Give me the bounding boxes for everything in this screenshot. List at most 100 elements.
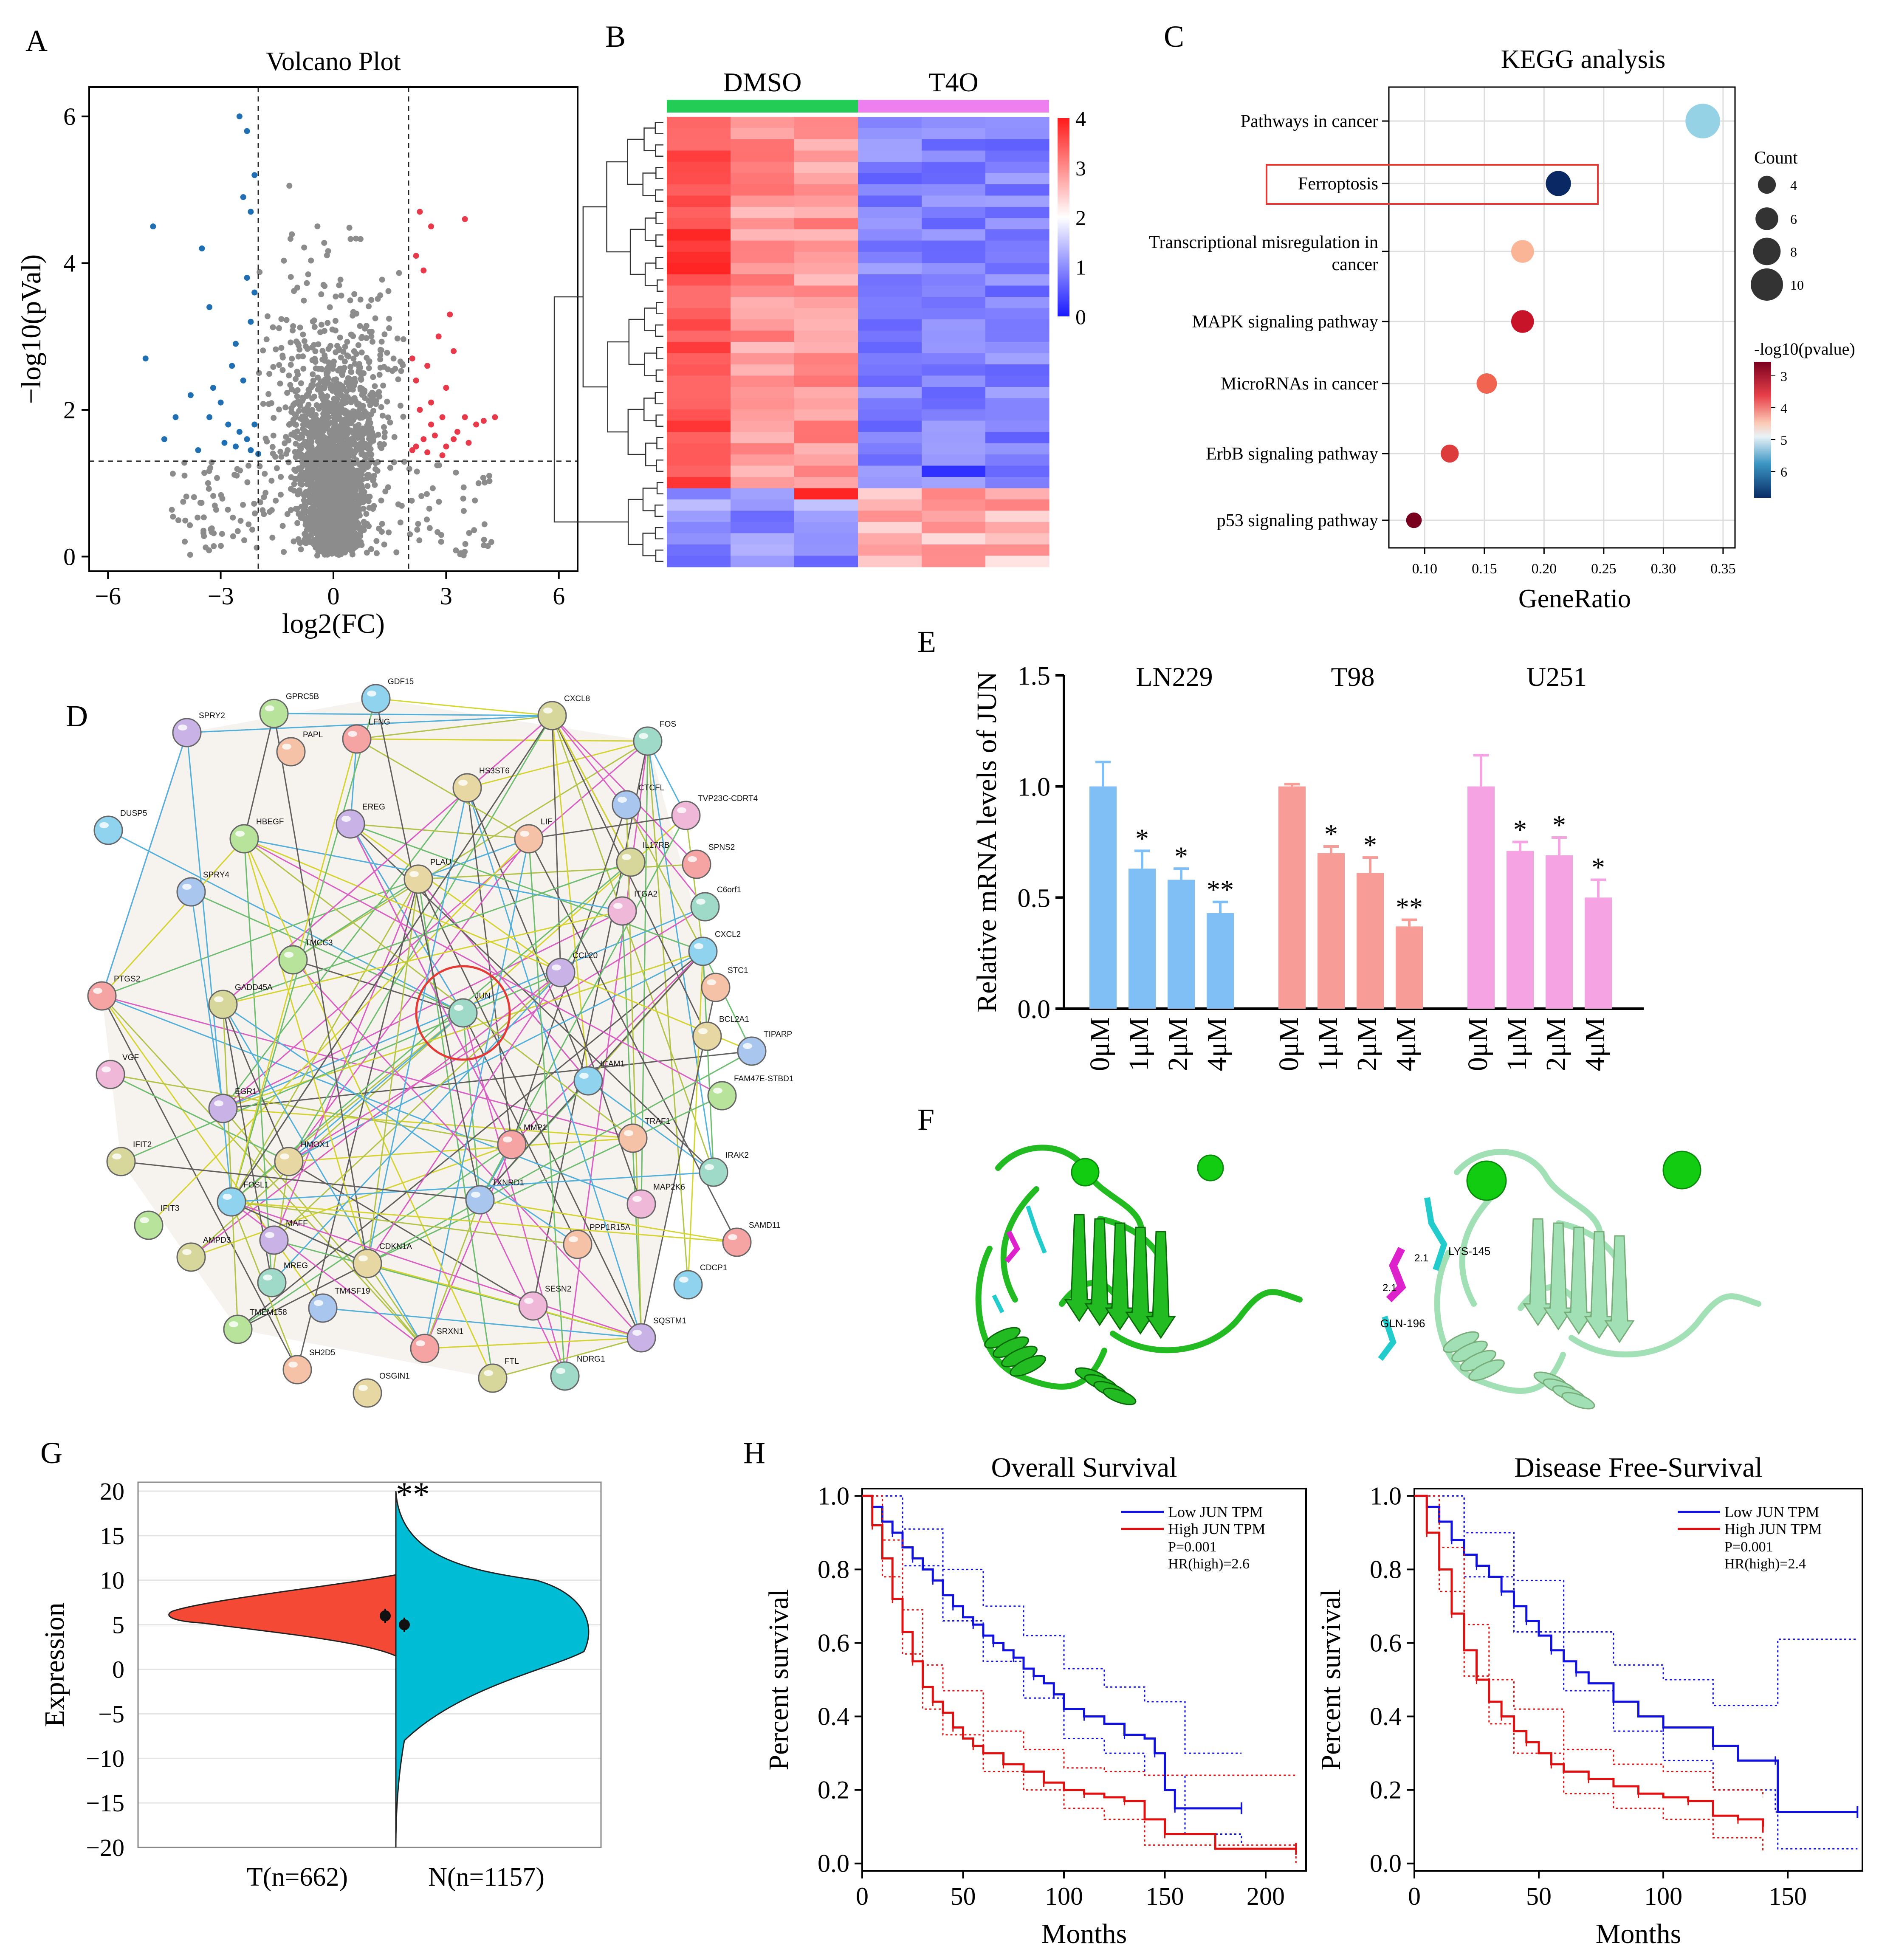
ribbon-loop (1000, 1186, 1039, 1303)
heatmap-cell (922, 330, 986, 342)
ns-point (337, 426, 344, 431)
x-tick-label: 2μM (1162, 1017, 1193, 1071)
ns-point (266, 371, 273, 377)
y-tick-label: 20 (100, 1478, 124, 1505)
ns-point (324, 393, 330, 399)
ns-point (337, 513, 343, 519)
heatmap-cell (922, 285, 986, 297)
node-sphere (465, 1185, 495, 1215)
x-axis-label: log2(FC) (282, 608, 385, 639)
node-sphere (134, 1210, 164, 1240)
ns-point (333, 551, 340, 557)
ns-point (328, 479, 334, 486)
ns-point (344, 338, 350, 345)
pathway-label: cancer (1332, 255, 1378, 274)
pathway-label: MicroRNAs in cancer (1221, 374, 1378, 394)
node-highlight (713, 1088, 722, 1094)
ns-point (310, 474, 316, 481)
up-point (428, 421, 434, 428)
up-point (417, 209, 423, 215)
ns-point (347, 236, 354, 242)
node-label: IFIT3 (161, 1204, 179, 1213)
ns-point (379, 412, 386, 419)
node-label: TXNRD1 (492, 1179, 524, 1187)
ns-point (290, 327, 296, 334)
metal-ion (1466, 1160, 1507, 1201)
ns-point (364, 550, 370, 556)
node-label: TM4SF19 (335, 1287, 370, 1296)
ns-point (358, 335, 364, 341)
ns-point (327, 486, 333, 493)
network-edge (222, 1004, 290, 1162)
ns-point (293, 376, 299, 382)
ns-point (350, 355, 357, 362)
network-edge (292, 959, 642, 1339)
heatmap-cell (922, 465, 986, 477)
heatmap-cell (794, 443, 858, 455)
volcano-plot: −6 −3 0 3 6 0 2 4 6 Volcano Plot log2(FC) −log10(pV… (16, 47, 578, 639)
ns-point (341, 457, 347, 463)
x-tick-label: 0.20 (1532, 561, 1557, 577)
heatmap-cell (985, 195, 1050, 207)
ns-point (414, 468, 420, 475)
colorbar-tick-label: 4 (1075, 107, 1086, 130)
network-edge (350, 823, 703, 952)
network-node: PTGS2 (87, 975, 140, 1011)
dendrogram-branch (655, 369, 663, 382)
group-label: DMSO (723, 67, 802, 97)
ns-point (407, 531, 413, 537)
heatmap-cell (922, 184, 986, 196)
network-edge (375, 698, 481, 1200)
up-point (413, 443, 419, 450)
network-edge (479, 1199, 566, 1376)
ns-point (318, 321, 324, 328)
heatmap-cell (731, 297, 795, 309)
network-node: IL17RB (616, 841, 669, 877)
network-edge (274, 713, 553, 716)
heatmap-cell (922, 522, 986, 534)
heatmap-cell (985, 398, 1050, 410)
network-edge (288, 715, 553, 1162)
ns-point (356, 364, 362, 370)
dendrogram-branch (643, 127, 656, 151)
node-highlight (99, 822, 109, 828)
heatmap-cell (794, 285, 858, 297)
node-highlight (214, 1100, 223, 1106)
heatmap-cell (731, 375, 795, 387)
up-point (492, 414, 498, 420)
dendrogram-branch (655, 415, 663, 427)
node-label: JUN (475, 992, 491, 1001)
panel-label-b: B (605, 20, 626, 54)
ns-point (471, 527, 477, 533)
ns-point (381, 429, 388, 436)
ns-point (377, 356, 384, 363)
heatmap-cell (922, 420, 986, 432)
heatmap-cell (985, 297, 1050, 309)
heatmap-cell (985, 477, 1050, 489)
ns-point (318, 490, 324, 496)
dendrogram-branch (655, 505, 663, 517)
ns-point (481, 536, 487, 543)
ns-point (333, 293, 339, 300)
heatmap-cell (922, 477, 986, 489)
ns-point (387, 465, 393, 471)
node-highlight (696, 899, 705, 905)
node-sphere (518, 1291, 548, 1321)
node-label: CDCP1 (700, 1263, 727, 1272)
ns-point (269, 534, 276, 541)
node-sphere (550, 1361, 580, 1391)
ns-point (205, 480, 211, 486)
heatmap-cell (667, 319, 731, 331)
heatmap-cell (794, 510, 858, 522)
ns-point (285, 459, 292, 465)
up-point (462, 414, 468, 420)
heatmap-cell (922, 499, 986, 511)
heatmap-cell (985, 240, 1050, 252)
node-sphere (274, 1147, 304, 1176)
ns-point (230, 533, 236, 539)
node-sphere (448, 998, 478, 1028)
ns-point (321, 385, 327, 392)
ns-point (368, 333, 375, 340)
dendrogram-branch (629, 228, 646, 275)
heatmap-cell (858, 432, 922, 444)
